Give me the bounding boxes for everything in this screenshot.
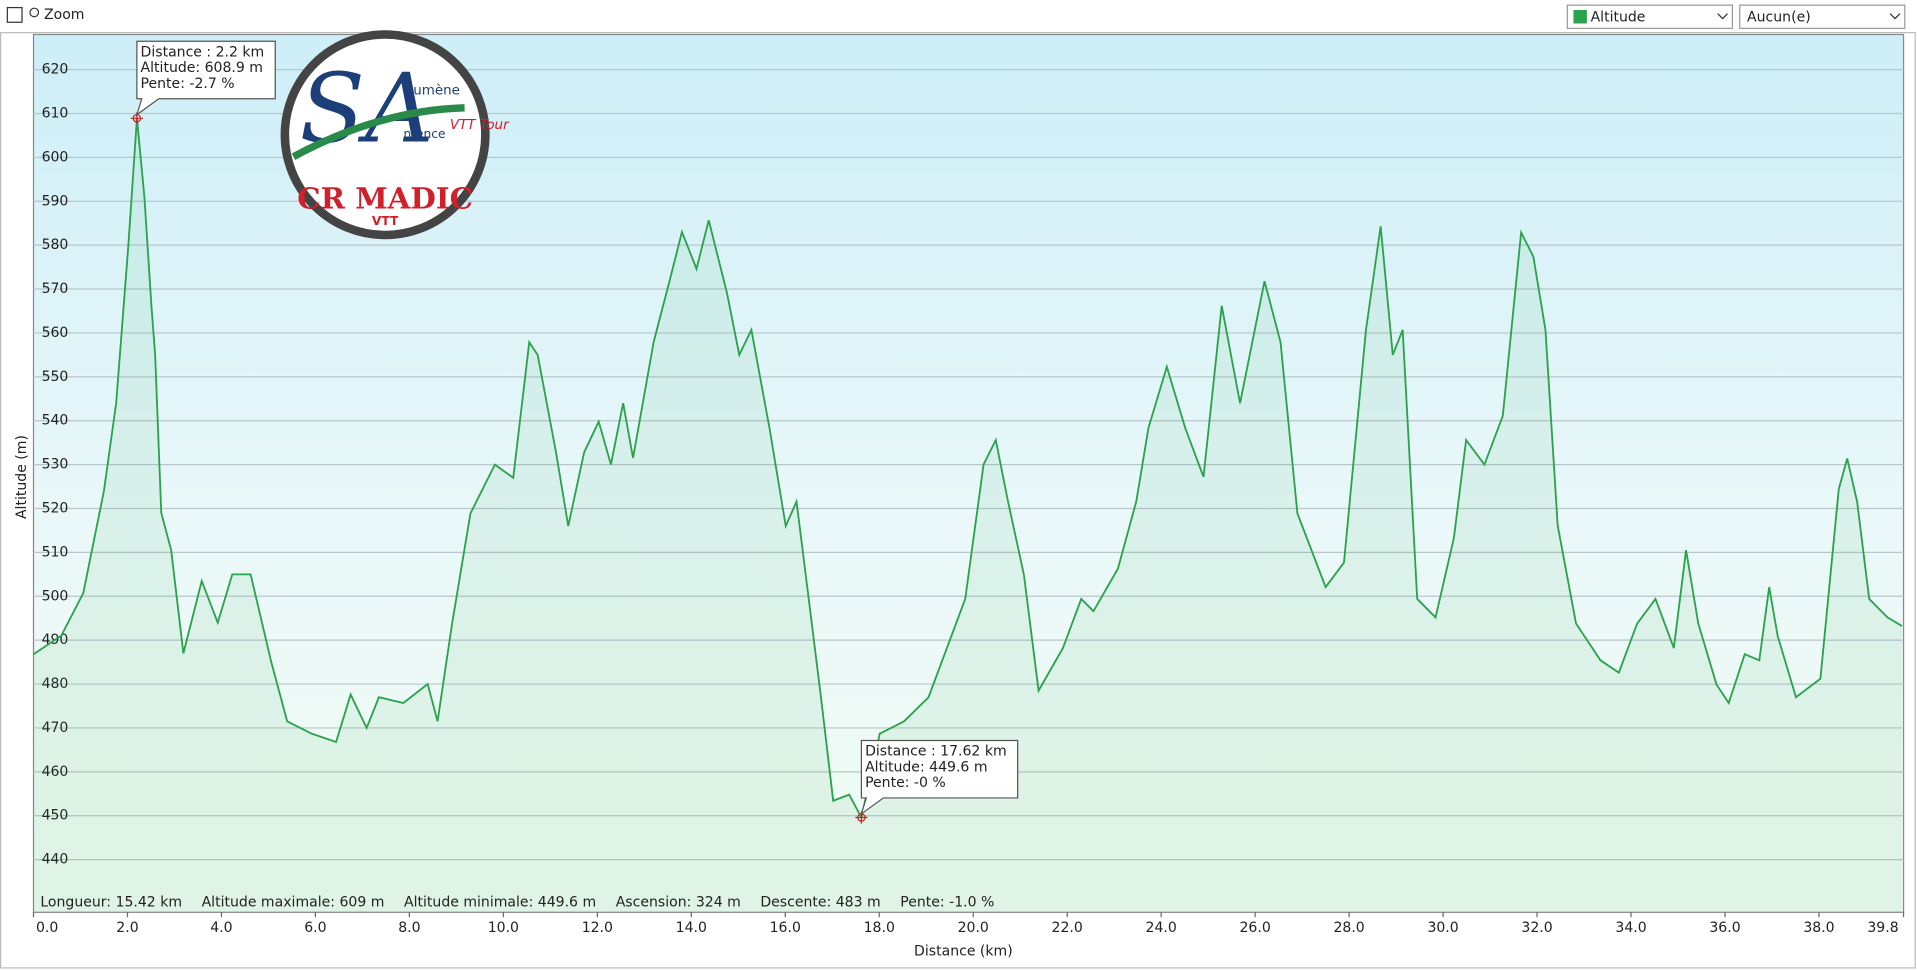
tooltip-line: Distance : 17.62 km [865, 743, 1007, 759]
swatch [1573, 10, 1587, 24]
zoom-checkbox[interactable] [6, 6, 23, 23]
dropdown-text: Altitude [1591, 9, 1646, 25]
x-tick-label: 4.0 [210, 920, 232, 936]
stat: Ascension: 324 m [616, 895, 741, 911]
area [33, 118, 1903, 913]
tooltip-box [135, 40, 276, 117]
logo-ring [280, 30, 490, 240]
x-tick-label: 34.0 [1615, 920, 1646, 936]
y-tick-label: 550 [42, 369, 69, 385]
y-tick-label: 470 [42, 720, 69, 736]
stat: Pente: -1.0 % [900, 895, 994, 911]
y-tick-label: 480 [42, 676, 69, 692]
x-axis-label: Distance (km) [914, 943, 1013, 959]
y-tick-label: 500 [42, 588, 69, 604]
dropdown-box[interactable] [1566, 4, 1734, 29]
y-tick-label: 570 [42, 281, 69, 297]
logo-word: VTT Tour [450, 118, 510, 133]
tooltip-line: Distance : 2.2 km [141, 44, 265, 60]
x-tick-label: 39.8 [1867, 920, 1898, 936]
x-tick-label: 16.0 [770, 920, 801, 936]
x-tick-label: 8.0 [398, 920, 420, 936]
zoom-icon [29, 7, 40, 18]
tooltip-line: Altitude: 608.9 m [141, 60, 263, 76]
y-tick-label: 530 [42, 457, 69, 473]
zoom-label: Zoom [44, 7, 85, 23]
x-tick-label: 2.0 [116, 920, 138, 936]
logo-word: umène [413, 83, 460, 99]
y-tick-label: 450 [42, 808, 69, 824]
tooltip-line: Altitude: 449.6 m [865, 759, 987, 775]
arrow [1717, 13, 1728, 20]
tooltip-line: Pente: -2.7 % [141, 76, 235, 92]
y-tick-label: 610 [42, 105, 69, 121]
tooltip-line: Pente: -0 % [865, 775, 946, 791]
x-tick-label: 30.0 [1427, 920, 1458, 936]
logo-stroke [291, 104, 465, 160]
y-tick-label: 590 [42, 193, 69, 209]
x-tick-label: 18.0 [864, 920, 895, 936]
dropdown[interactable]: Aucun(e) [1739, 4, 1906, 29]
x-tick-label: 20.0 [958, 920, 989, 936]
x-tick-label: 14.0 [676, 920, 707, 936]
y-tick-label: 600 [42, 149, 69, 165]
y-tick-label: 540 [42, 413, 69, 429]
x-tick-label: 32.0 [1521, 920, 1552, 936]
logo: SA umène ntence VTT Tour CR MADIC VTT [280, 30, 510, 240]
x-tick-label: 36.0 [1709, 920, 1740, 936]
line [32, 118, 1903, 821]
x-tick-label: 6.0 [304, 920, 326, 936]
y-tick-label: 560 [42, 325, 69, 341]
stat: Altitude minimale: 449.6 m [404, 895, 596, 911]
y-tick-label: 520 [42, 500, 69, 516]
y-tick-label: 460 [42, 764, 69, 780]
x-tick-label: 10.0 [488, 920, 519, 936]
arrow [1889, 13, 1901, 20]
x-tick-label: 38.0 [1803, 920, 1834, 936]
dropdown[interactable]: Altitude [1566, 4, 1734, 29]
stat: Altitude maximale: 609 m [202, 895, 385, 911]
stat: Descente: 483 m [760, 895, 880, 911]
x-tick-label: 26.0 [1240, 920, 1271, 936]
y-tick-label: 510 [42, 544, 69, 560]
logo-subtitle: VTT [372, 214, 399, 228]
stat: Longueur: 15.42 km [40, 895, 182, 911]
chart-layer: 4404504604704804905005105205305405505605… [32, 62, 1905, 936]
y-tick-label: 620 [42, 62, 69, 78]
dropdown-box[interactable] [1739, 4, 1906, 29]
x-tick-label: 0.0 [36, 920, 58, 936]
x-tick-label: 22.0 [1052, 920, 1083, 936]
logo-word: ntence [403, 127, 445, 141]
x-tick-label: 28.0 [1333, 920, 1364, 936]
y-axis-label: Altitude (m) [14, 435, 30, 519]
dropdown-text: Aucun(e) [1747, 9, 1811, 25]
logo-letters: SA [300, 53, 434, 164]
y-tick-label: 580 [42, 237, 69, 253]
y-tick-label: 440 [42, 852, 69, 868]
x-tick-label: 24.0 [1146, 920, 1177, 936]
tooltip-box [860, 739, 1019, 816]
x-tick-label: 12.0 [582, 920, 613, 936]
logo-title: CR MADIC [297, 181, 473, 216]
